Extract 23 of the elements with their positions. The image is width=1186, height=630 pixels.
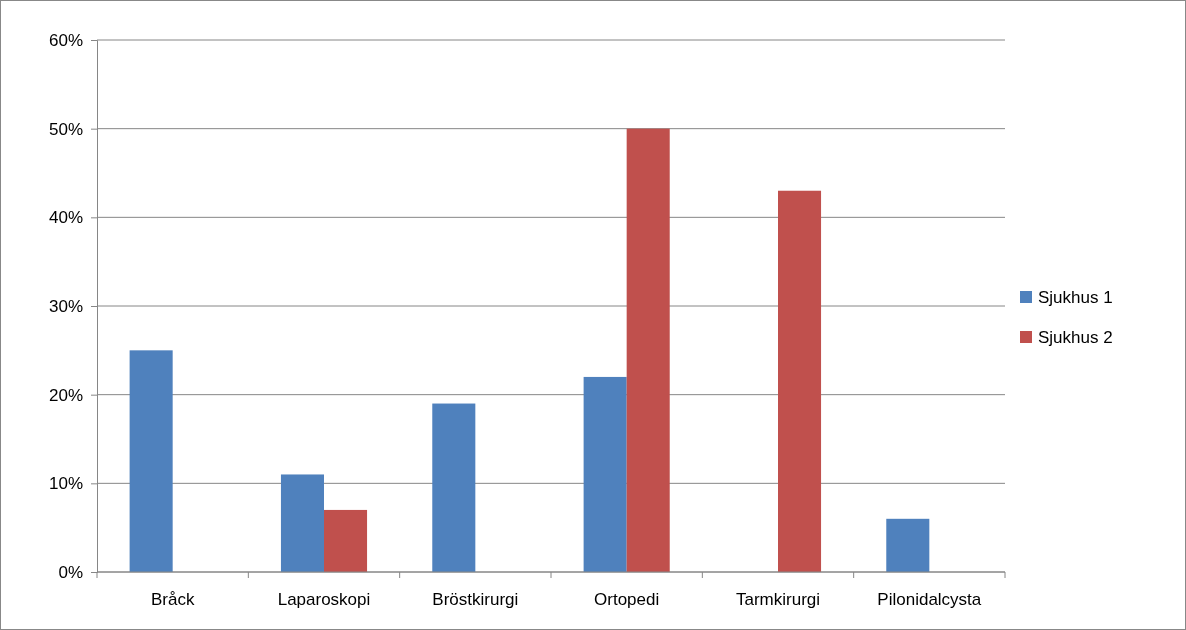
x-tick-label: Ortopedi bbox=[594, 590, 660, 609]
y-tick-label: 50% bbox=[48, 119, 83, 139]
bar bbox=[626, 128, 670, 572]
bar bbox=[886, 518, 930, 572]
x-tick-label: Laparoskopi bbox=[277, 590, 371, 609]
legend-label: Sjukhus 1 bbox=[1038, 288, 1113, 307]
y-tick-label: 10% bbox=[48, 474, 83, 494]
bar bbox=[583, 376, 627, 572]
y-tick-label: 20% bbox=[48, 385, 83, 405]
bar bbox=[280, 474, 324, 572]
x-tick-label: Pilonidalcysta bbox=[877, 590, 982, 609]
bar bbox=[778, 190, 822, 572]
x-tick-label: Tarmkirurgi bbox=[735, 590, 821, 609]
x-tick-label: Bröstkirurgi bbox=[432, 590, 519, 609]
y-tick-label: 0% bbox=[58, 562, 83, 582]
y-tick-label: 60% bbox=[48, 30, 83, 50]
x-tick-label: Bråck bbox=[150, 590, 195, 609]
legend-label: Sjukhus 2 bbox=[1038, 328, 1113, 347]
bar bbox=[129, 350, 173, 572]
y-tick-label: 40% bbox=[48, 208, 83, 228]
bar bbox=[432, 403, 476, 572]
bar bbox=[324, 509, 368, 572]
y-tick-label: 30% bbox=[48, 296, 83, 316]
